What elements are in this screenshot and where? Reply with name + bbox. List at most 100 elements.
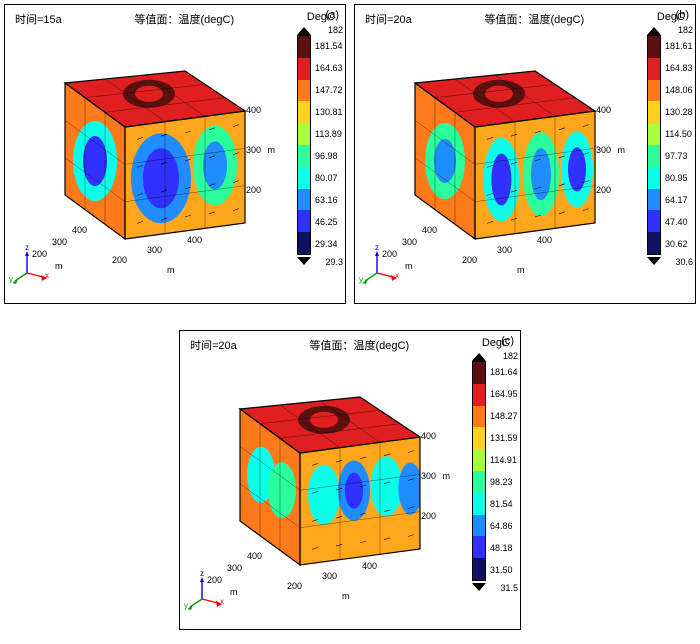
- colorbar-tick: 148.06: [665, 85, 693, 95]
- triad-x-label: x: [45, 271, 49, 280]
- axis-triad-icon: z y x: [13, 245, 55, 287]
- triad-x-label: x: [395, 271, 399, 280]
- colorbar-tick: 130.28: [665, 107, 693, 117]
- z-unit: m: [268, 145, 276, 155]
- panel-tag: (c): [501, 335, 514, 347]
- time-label: 时间=15a: [15, 11, 62, 27]
- x-unit: m: [167, 265, 175, 275]
- panel-tag: (a): [326, 9, 339, 21]
- x-tick: 400: [537, 235, 552, 245]
- colorbar-tick: 64.86: [490, 521, 513, 531]
- colorbar-tick: 48.18: [490, 543, 513, 553]
- colorbar-tick: 164.63: [315, 63, 343, 73]
- colorbar-min-value: 31.5: [500, 583, 518, 593]
- x-unit: m: [342, 591, 350, 601]
- colorbar-min-triangle-icon: [297, 257, 311, 265]
- triad-y-label: y: [9, 275, 13, 284]
- colorbar-max-triangle-icon: [297, 27, 311, 35]
- colorbar-tick: 30.62: [665, 239, 688, 249]
- x-tick: 400: [362, 561, 377, 571]
- colorbar-min-value: 30.6: [675, 257, 693, 267]
- y-tick: 400: [247, 551, 262, 561]
- colorbar-tick: 31.50: [490, 565, 513, 575]
- colorbar: [472, 361, 486, 581]
- triad-y-label: y: [184, 601, 188, 610]
- time-label: 时间=20a: [190, 337, 237, 353]
- colorbar-min-triangle-icon: [647, 257, 661, 265]
- y-unit: m: [230, 587, 238, 597]
- z-unit: m: [618, 145, 626, 155]
- triad-z-label: z: [200, 569, 204, 578]
- colorbar-tick: 147.72: [315, 85, 343, 95]
- colorbar-max-value: 182: [678, 25, 693, 35]
- colorbar: [297, 35, 311, 255]
- colorbar-tick: 114.91: [490, 455, 517, 465]
- isosurface-label: 等值面：温度(degC): [135, 11, 235, 27]
- colorbar-tick: 164.83: [665, 63, 693, 73]
- colorbar-tick: 64.17: [665, 195, 688, 205]
- triad-z-label: z: [25, 243, 29, 252]
- panel-tag: (b): [676, 9, 689, 21]
- colorbar-tick: 80.95: [665, 173, 688, 183]
- colorbar-tick: 131.59: [490, 433, 518, 443]
- colorbar-tick: 29.34: [315, 239, 338, 249]
- axis-triad-icon: z y x: [363, 245, 405, 287]
- isosurface-label: 等值面：温度(degC): [310, 337, 410, 353]
- x-tick: 300: [147, 245, 162, 255]
- x-tick: 300: [322, 571, 337, 581]
- axis-triad-icon: z y x: [188, 571, 230, 613]
- x-tick: 300: [497, 245, 512, 255]
- panel-c: 时间=20a 等值面：温度(degC) DegC (c) 182 181.641…: [179, 330, 521, 630]
- panel-header: 时间=20a 等值面：温度(degC) DegC: [365, 11, 685, 27]
- colorbar-min-value: 29.3: [325, 257, 343, 267]
- colorbar-tick: 63.16: [315, 195, 338, 205]
- z-tick: 400: [246, 105, 261, 115]
- time-label: 时间=20a: [365, 11, 412, 27]
- colorbar-max-triangle-icon: [647, 27, 661, 35]
- colorbar-max-triangle-icon: [472, 353, 486, 361]
- colorbar-tick: 81.54: [490, 499, 513, 509]
- colorbar-tick: 114.50: [665, 129, 692, 139]
- colorbar: [647, 35, 661, 255]
- x-tick: 200: [462, 255, 477, 265]
- z-tick: 400: [596, 105, 611, 115]
- isosurface-label: 等值面：温度(degC): [485, 11, 585, 27]
- z-tick: 400: [421, 431, 436, 441]
- y-unit: m: [55, 261, 63, 271]
- panel-header: 时间=15a 等值面：温度(degC) DegC: [15, 11, 335, 27]
- colorbar-min-triangle-icon: [472, 583, 486, 591]
- colorbar-tick: 47.40: [665, 217, 688, 227]
- colorbar-tick: 98.23: [490, 477, 513, 487]
- z-tick: 300: [421, 471, 436, 481]
- z-tick: 200: [596, 185, 611, 195]
- z-tick: 200: [421, 511, 436, 521]
- colorbar-ticks: 181.54164.63147.72130.81113.8996.9880.07…: [315, 35, 345, 255]
- colorbar-max-value: 182: [328, 25, 343, 35]
- x-unit: m: [517, 265, 525, 275]
- x-tick: 400: [187, 235, 202, 245]
- panel-b: 时间=20a 等值面：温度(degC) DegC (b) 182 181.61 1…: [354, 4, 696, 304]
- z-unit: m: [443, 471, 451, 481]
- colorbar-tick: 46.25: [315, 217, 338, 227]
- z-tick: 200: [246, 185, 261, 195]
- colorbar-tick: 164.95: [490, 389, 518, 399]
- colorbar-tick: 130.81: [315, 107, 343, 117]
- colorbar-ticks: 181.61164.83148.06130.28114.5097.7380.95…: [665, 35, 695, 255]
- colorbar-ticks: 181.64 164.95 148.27 131.59 114.91 98.23 81.54…: [490, 361, 520, 581]
- colorbar-tick: 80.07: [315, 173, 338, 183]
- triad-y-label: y: [359, 275, 363, 284]
- colorbar-tick: 181.61: [665, 41, 693, 51]
- panel-a: 时间=15a 等值面：温度(degC) DegC (a) 182 181.54 1…: [4, 4, 346, 304]
- y-unit: m: [405, 261, 413, 271]
- panel-header: 时间=20a 等值面：温度(degC) DegC: [190, 337, 510, 353]
- colorbar-tick: 113.89: [315, 129, 342, 139]
- colorbar-tick: 181.64: [490, 367, 518, 377]
- triad-z-label: z: [375, 243, 379, 252]
- x-tick: 200: [287, 581, 302, 591]
- triad-x-label: x: [220, 597, 224, 606]
- y-tick: 400: [72, 225, 87, 235]
- colorbar-max-value: 182: [503, 351, 518, 361]
- x-tick: 200: [112, 255, 127, 265]
- colorbar-tick: 148.27: [490, 411, 518, 421]
- colorbar-tick: 181.54: [315, 41, 343, 51]
